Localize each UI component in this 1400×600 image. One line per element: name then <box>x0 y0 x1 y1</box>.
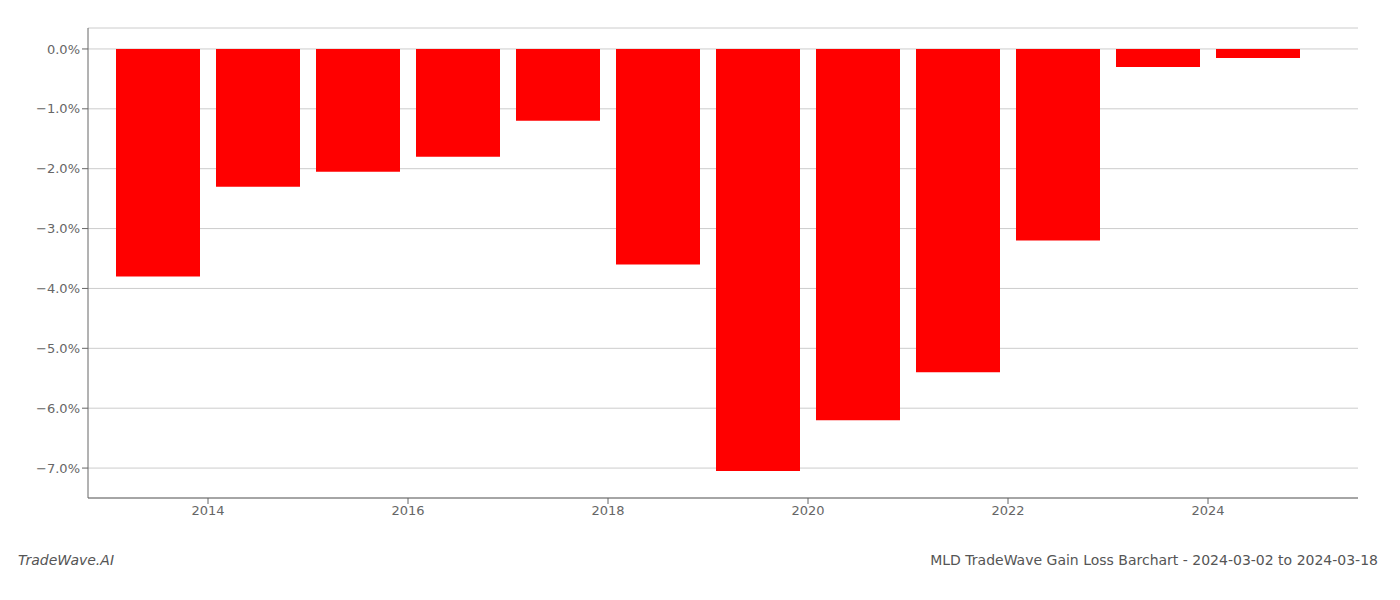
svg-text:2022: 2022 <box>991 503 1024 518</box>
svg-text:2014: 2014 <box>191 503 224 518</box>
svg-text:−3.0%: −3.0% <box>36 221 80 236</box>
svg-text:−5.0%: −5.0% <box>36 341 80 356</box>
svg-text:0.0%: 0.0% <box>47 42 80 57</box>
svg-text:−2.0%: −2.0% <box>36 161 80 176</box>
svg-text:2018: 2018 <box>591 503 624 518</box>
html-text:MLD TradeWave Gain Loss Barcha: MLD TradeWave Gain Loss Barchart - 2024-… <box>930 552 1378 568</box>
svg-text:−6.0%: −6.0% <box>36 401 80 416</box>
svg-text:2024: 2024 <box>1191 503 1224 518</box>
svg-text:−7.0%: −7.0% <box>36 461 80 476</box>
svg-text:−1.0%: −1.0% <box>36 101 80 116</box>
html-text:TradeWave.AI: TradeWave.AI <box>18 552 114 568</box>
svg-text:2020: 2020 <box>791 503 824 518</box>
svg-text:−4.0%: −4.0% <box>36 281 80 296</box>
svg-text:2016: 2016 <box>391 503 424 518</box>
